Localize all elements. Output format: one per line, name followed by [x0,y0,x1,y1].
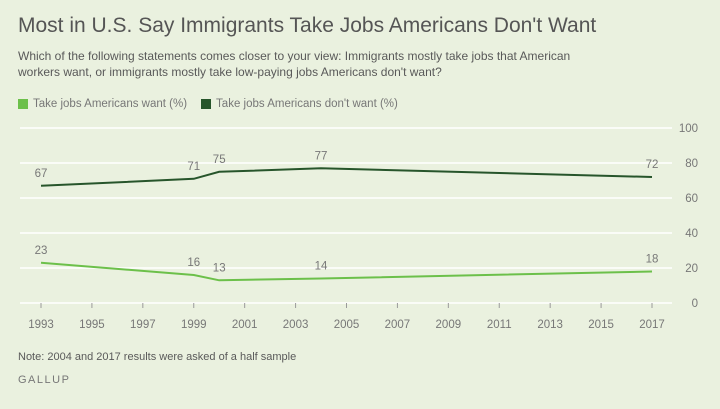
series-line-dont-want [40,167,653,187]
legend-label-want: Take jobs Americans want (%) [33,98,188,110]
data-label-dont-want: 67 [35,168,48,180]
data-label-want: 16 [187,257,200,269]
x-tick-label: 1997 [130,319,156,331]
chart-subtitle: Which of the following statements comes … [18,49,571,79]
chart-title: Most in U.S. Say Immigrants Take Jobs Am… [18,14,597,37]
legend-item-dont-want: Take jobs Americans don't want (%) [201,98,398,110]
legend-label-dont-want: Take jobs Americans don't want (%) [216,98,398,110]
x-tick-label: 2005 [334,319,360,331]
legend-swatch-want [18,99,28,109]
x-tick-label: 2001 [232,319,258,331]
x-tick-label: 2013 [537,319,563,331]
x-tick-label: 1993 [28,319,54,331]
x-tick-label: 1995 [79,319,105,331]
y-tick-label: 0 [692,298,698,310]
data-label-want: 23 [35,245,48,257]
x-tick-label: 2003 [283,319,309,331]
legend-swatch-dont-want [201,99,212,109]
y-tick-label: 60 [685,193,698,205]
legend-item-want: Take jobs Americans want (%) [18,98,187,110]
y-tick-label: 40 [685,228,698,240]
y-tick-label: 20 [685,263,698,275]
x-tick-label: 2015 [588,319,614,331]
series-line-want [40,261,653,282]
y-tick-label: 100 [679,123,698,135]
x-tick-label: 2011 [487,319,512,331]
data-label-dont-want: 75 [213,154,226,166]
data-label-want: 13 [213,262,226,274]
y-tick-label: 80 [685,158,698,170]
data-label-want: 18 [646,254,659,266]
data-label-dont-want: 71 [187,161,200,173]
x-tick-label: 1999 [181,319,207,331]
x-tick-label: 2007 [385,319,411,331]
brand-logo-text: GALLUP [18,374,71,386]
data-label-dont-want: 72 [646,159,659,171]
legend: Take jobs Americans want (%) Take jobs A… [18,98,398,110]
footnote: Note: 2004 and 2017 results were asked o… [18,351,297,363]
data-label-want: 14 [315,261,328,273]
x-tick-label: 2017 [639,319,665,331]
x-tick-label: 2009 [436,319,462,331]
data-label-dont-want: 77 [315,150,328,162]
